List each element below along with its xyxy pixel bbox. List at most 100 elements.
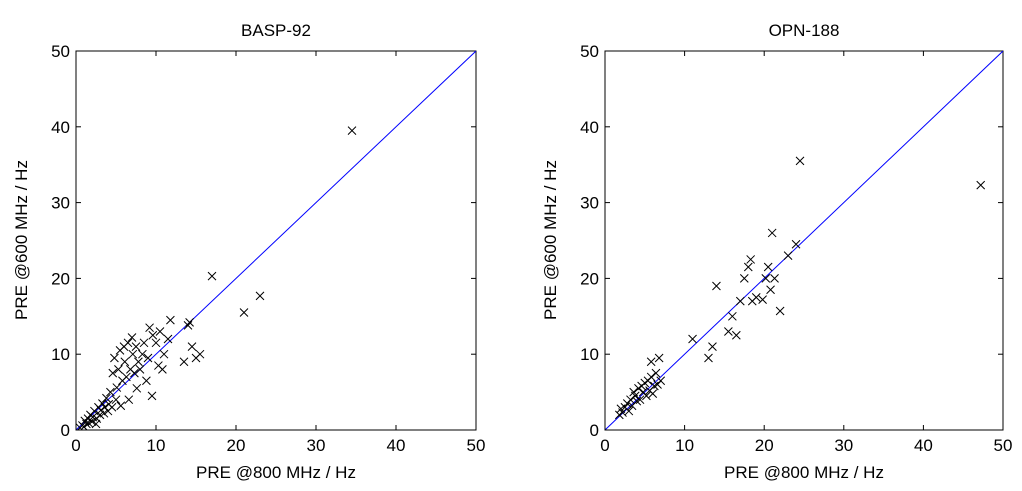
scatter-point-marker [735, 296, 745, 306]
scatter-point-marker [207, 271, 217, 281]
scatter-point-marker [158, 365, 167, 374]
y-tick-label: 10 [51, 345, 70, 364]
y-axis-label: PRE @600 MHz / Hz [12, 160, 31, 320]
scatter-point-marker [724, 327, 733, 336]
x-tick-label: 10 [147, 436, 166, 455]
scatter-point-marker [145, 323, 154, 333]
scatter-point-marker [163, 334, 173, 344]
scatter-point-marker [770, 274, 779, 283]
scatter-point-marker [767, 228, 777, 238]
scatter-point-marker [630, 391, 640, 401]
scatter-point-marker [731, 330, 741, 340]
scatter-point-marker [124, 395, 134, 405]
scatter-point-marker [108, 368, 118, 378]
y-tick-label: 40 [51, 118, 70, 137]
scatter-point-marker [743, 262, 753, 272]
scatter-point-marker [195, 349, 205, 359]
scatter-point-marker [656, 376, 666, 386]
scatter-point-marker [120, 357, 130, 367]
x-tick-label: 20 [227, 436, 246, 455]
scatter-point-marker [708, 342, 717, 351]
scatter-point-marker [688, 334, 697, 344]
plot-area-frame [604, 50, 1004, 431]
scatter-point-marker [111, 395, 121, 405]
x-tick-label: 0 [71, 436, 80, 455]
scatter-point-marker [131, 342, 141, 351]
scatter-point-marker [712, 281, 721, 291]
scatter-point-marker [763, 262, 773, 272]
scatter-point-marker [791, 239, 801, 249]
chart-title: BASP-92 [241, 21, 311, 40]
chart-title: OPN-188 [769, 21, 840, 40]
x-axis-label: PRE @800 MHz / Hz [724, 463, 884, 482]
scatter-point-marker [239, 308, 249, 317]
x-tick-label: 50 [994, 436, 1013, 455]
x-tick-label: 40 [914, 436, 933, 455]
scatter-point-marker [624, 406, 634, 416]
x-tick-label: 0 [600, 436, 609, 455]
scatter-point-marker [107, 402, 117, 412]
chart-panel-basp-92: BASP-92 0 10 20 30 40 50 PRE @600 MHz / … [12, 21, 485, 482]
scatter-point-marker [106, 387, 115, 397]
x-tick-label: 30 [834, 436, 853, 455]
x-axis-label: PRE @800 MHz / Hz [196, 463, 356, 482]
scatter-point-marker [110, 353, 119, 363]
scatter-point-marker [143, 353, 153, 363]
scatter-point-marker [147, 391, 157, 401]
x-tick-label: 30 [307, 436, 326, 455]
x-axis: 0 10 20 30 40 50 PRE @800 MHz / Hz [71, 51, 485, 482]
scatter-point-marker [642, 391, 651, 401]
scatter-point-marker [122, 372, 131, 382]
scatter-point-marker [758, 295, 767, 304]
scatter-point-marker [704, 353, 713, 363]
chart-panel-opn-188: OPN-188 0 10 20 30 40 50 PRE @600 MHz / … [541, 21, 1012, 482]
y-tick-label: 0 [61, 421, 70, 440]
scatter-points [614, 156, 986, 420]
scatter-point-marker [185, 318, 194, 327]
scatter-point-marker [761, 274, 771, 283]
scatter-point-marker [130, 368, 139, 378]
scatter-point-marker [651, 368, 661, 378]
scatter-point-marker [739, 274, 749, 283]
y-tick-label: 10 [580, 345, 599, 364]
x-tick-label: 40 [387, 436, 406, 455]
x-tick-label: 20 [755, 436, 774, 455]
scatter-point-marker [155, 327, 165, 336]
scatter-point-marker [114, 365, 123, 374]
scatter-point-marker [134, 357, 143, 367]
scatter-point-marker [187, 342, 197, 351]
scatter-point-marker [648, 389, 658, 398]
scatter-point-marker [128, 349, 138, 359]
scatter-point-marker [635, 395, 645, 405]
y-tick-label: 50 [580, 42, 599, 61]
scatter-point-marker [123, 338, 133, 348]
scatter-point-marker [135, 365, 145, 374]
y-tick-label: 40 [580, 118, 599, 137]
x-axis: 0 10 20 30 40 50 PRE @800 MHz / Hz [600, 51, 1012, 482]
scatter-point-marker [166, 315, 175, 325]
y-tick-label: 30 [51, 194, 70, 213]
y-axis-label: PRE @600 MHz / Hz [541, 160, 560, 320]
scatter-point-marker [102, 393, 111, 403]
scatter-points [76, 126, 357, 430]
scatter-point-marker [112, 383, 122, 392]
scatter-point-marker [751, 292, 761, 302]
scatter-point-marker [766, 285, 775, 295]
scatter-point-marker [138, 349, 147, 359]
scatter-point-marker [132, 383, 142, 393]
scatter-point-marker [795, 156, 805, 166]
scatter-point-marker [654, 353, 664, 363]
scatter-point-marker [91, 419, 101, 429]
scatter-point-marker [148, 330, 158, 340]
scatter-point-marker [142, 376, 151, 386]
y-tick-label: 20 [51, 269, 70, 288]
reference-line-y-equals-x [605, 51, 1003, 430]
scatter-point-marker [746, 255, 756, 264]
y-axis: 0 10 20 30 40 50 PRE @600 MHz / Hz [541, 42, 1003, 440]
scatter-point-marker [159, 349, 169, 359]
scatter-point-marker [127, 333, 137, 342]
scatter-point-marker [646, 372, 656, 382]
scatter-point-marker [783, 251, 793, 261]
